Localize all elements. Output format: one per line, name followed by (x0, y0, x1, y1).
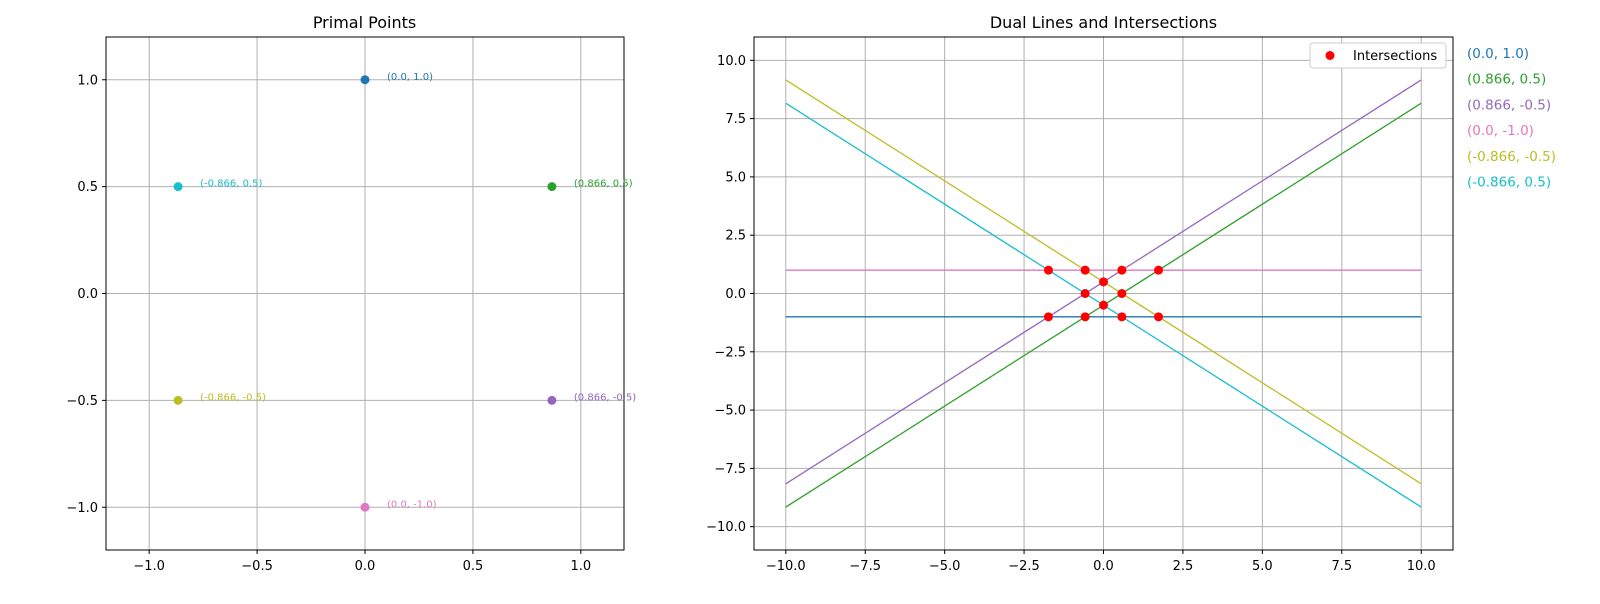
point-label: (0.0, 1.0) (387, 72, 433, 83)
x-tick-label: 0.0 (1093, 559, 1114, 574)
legend: Intersections (1309, 42, 1447, 69)
intersection-point (1117, 265, 1127, 275)
intersection-points (1043, 265, 1164, 322)
side-labels: (0.0, 1.0) (0.866, 0.5) (0.866, -0.5) (0.0,… (1467, 46, 1556, 191)
x-tick-label: −2.5 (1008, 559, 1040, 574)
intersection-point (1099, 300, 1108, 310)
y-tick-label: −0.5 (66, 394, 98, 409)
y-tick-label: 1.0 (77, 73, 98, 88)
x-tick-label: 5.0 (1252, 559, 1273, 574)
data-point (173, 395, 183, 405)
intersection-point (1080, 312, 1090, 322)
y-tick-label: −7.5 (714, 462, 746, 477)
data-point (547, 395, 557, 405)
data-point (360, 502, 370, 512)
x-tick-label: 7.5 (1331, 559, 1352, 574)
plot-frame (105, 36, 625, 551)
x-tick-label: 1.0 (570, 559, 591, 574)
points: (0.0, 1.0) (0.866, 0.5) (0.866, -0.5) (0.0,… (173, 72, 636, 512)
side-label: (0.866, -0.5) (1467, 97, 1551, 113)
chart-title: Dual Lines and Intersections (990, 13, 1217, 32)
side-label: (-0.866, 0.5) (1467, 175, 1551, 191)
point-label: (-0.866, 0.5) (200, 179, 262, 190)
point-label: (0.866, -0.5) (574, 392, 636, 403)
y-tick-label: 7.5 (725, 112, 746, 127)
x-tick-label: 2.5 (1173, 559, 1194, 574)
y-tick-label: −10.0 (706, 520, 746, 535)
intersection-point (1154, 312, 1164, 322)
dual-lines-chart: Dual Lines and Intersections −10.0 −7.5 −5… (706, 13, 1556, 574)
x-tick-label: 0.5 (463, 559, 484, 574)
y-tick-label: −2.5 (714, 345, 746, 360)
x-tick-label: −1.0 (133, 559, 165, 574)
y-tick-label: 0.5 (77, 180, 98, 195)
side-label: (0.0, 1.0) (1467, 46, 1529, 62)
y-tick-label: 0.0 (725, 287, 746, 302)
x-tick-label: 0.0 (355, 559, 376, 574)
intersection-point (1043, 312, 1053, 322)
y-tick-label: −1.0 (66, 501, 98, 516)
data-point (360, 75, 370, 85)
y-tick-label: 0.0 (77, 287, 98, 302)
side-label: (-0.866, -0.5) (1467, 149, 1556, 165)
side-label: (0.866, 0.5) (1467, 72, 1546, 88)
y-tick-label: 5.0 (725, 170, 746, 185)
data-point (547, 182, 557, 192)
legend-label: Intersections (1353, 49, 1437, 64)
point-label: (0.866, 0.5) (574, 179, 633, 190)
axes (102, 36, 625, 554)
side-label: (0.0, -1.0) (1467, 123, 1534, 139)
tick-labels: −1.0 −0.5 0.0 0.5 1.0 −1.0 −0.5 0.0 0.5 1.0 (66, 73, 591, 574)
point-label: (0.0, -1.0) (387, 499, 437, 510)
intersection-point (1117, 312, 1127, 322)
intersection-point (1099, 277, 1108, 287)
chart-title: Primal Points (313, 13, 416, 32)
intersection-point (1080, 289, 1090, 298)
x-tick-label: 10.0 (1407, 559, 1436, 574)
x-tick-label: −5.0 (929, 559, 961, 574)
y-tick-label: −5.0 (714, 404, 746, 419)
intersection-point (1117, 289, 1127, 298)
plot-frame (753, 36, 1454, 551)
axes (750, 36, 1454, 554)
primal-points-chart: Primal Points −1.0 −0.5 0.0 0.5 1.0 −1.0 −0.5 0… (66, 13, 636, 574)
data-point (173, 182, 183, 192)
point-label: (-0.866, -0.5) (200, 392, 266, 403)
intersection-point (1154, 265, 1164, 275)
x-tick-label: −7.5 (849, 559, 881, 574)
x-tick-label: −0.5 (241, 559, 273, 574)
tick-labels: −10.0 −7.5 −5.0 −2.5 0.0 2.5 5.0 7.5 10.0 −10.0 −7… (706, 54, 1436, 574)
y-tick-label: 10.0 (717, 54, 746, 69)
legend-marker (1325, 51, 1335, 60)
intersection-point (1043, 265, 1053, 275)
y-tick-label: 2.5 (725, 229, 746, 244)
x-tick-label: −10.0 (766, 559, 806, 574)
intersection-point (1080, 265, 1090, 275)
legend-box (1309, 42, 1447, 69)
